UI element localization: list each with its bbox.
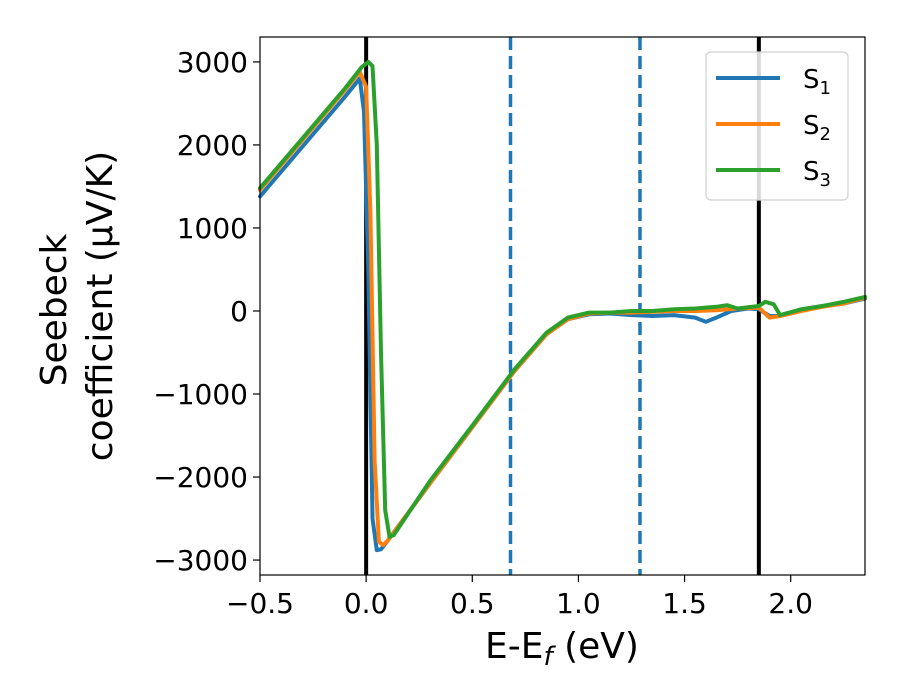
x-axis-title-tail: (eV) <box>553 626 639 667</box>
x-axis: −0.5 0.0 0.5 1.0 1.5 2.0 <box>226 575 813 620</box>
x-tick-label: 0.5 <box>450 587 495 620</box>
y-tick-label: 3000 <box>177 46 248 79</box>
legend-label-s2: S2 <box>803 111 831 145</box>
y-tick-label: −1000 <box>153 378 248 411</box>
y-tick-label: 2000 <box>177 129 248 162</box>
x-tick-label: 0.0 <box>344 587 389 620</box>
x-axis-title-main: E-E <box>485 626 543 667</box>
x-tick-label: 1.5 <box>662 587 707 620</box>
y-axis-title-line1: Seebeck <box>34 233 75 386</box>
plot-frame <box>259 36 866 576</box>
legend-label-s1: S1 <box>803 65 831 99</box>
x-tick-label: −0.5 <box>226 587 294 620</box>
x-tick-label: 2.0 <box>768 587 813 620</box>
y-axis-title-line2: coefficient (μV/K) <box>80 151 121 461</box>
reference-lines <box>364 37 761 575</box>
x-axis-title: E-Ef (eV) <box>485 626 639 672</box>
x-tick-label: 1.0 <box>556 587 601 620</box>
series-line-s3 <box>258 59 867 539</box>
y-tick-label: −3000 <box>153 544 248 577</box>
y-tick-label: −2000 <box>153 461 248 494</box>
y-axis: −3000 −2000 −1000 0 1000 2000 3000 <box>153 46 260 577</box>
legend-label-s3: S3 <box>803 157 831 191</box>
legend: S1 S2 S3 <box>705 51 849 201</box>
y-tick-label: 0 <box>230 295 248 328</box>
series-lines <box>258 59 867 553</box>
y-tick-label: 1000 <box>177 212 248 245</box>
